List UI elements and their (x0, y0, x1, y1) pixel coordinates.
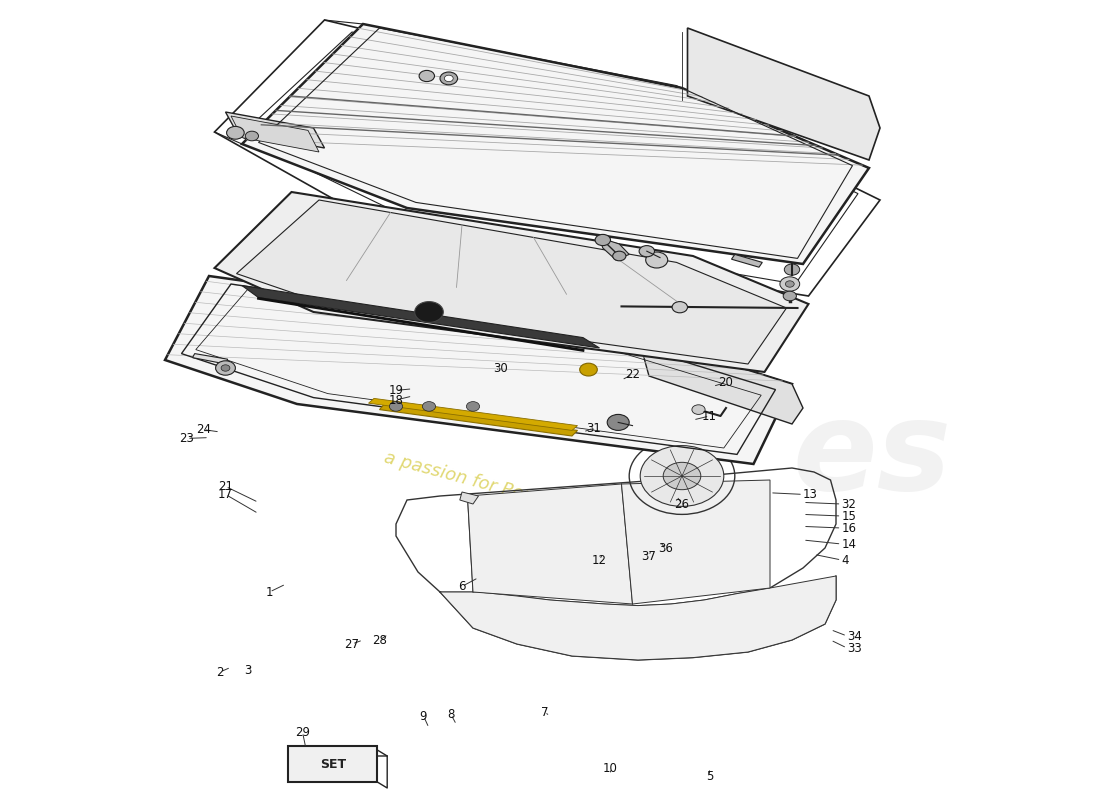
Text: eurob: eurob (242, 299, 652, 421)
Text: 3: 3 (244, 664, 251, 677)
Text: 19: 19 (388, 384, 404, 397)
Text: 7: 7 (541, 706, 548, 718)
Circle shape (646, 252, 668, 268)
FancyBboxPatch shape (288, 746, 377, 782)
Text: 34: 34 (847, 630, 862, 642)
Text: 10: 10 (603, 762, 618, 774)
Circle shape (640, 446, 724, 506)
Circle shape (783, 291, 796, 301)
Circle shape (419, 70, 435, 82)
Polygon shape (732, 254, 762, 267)
Circle shape (607, 414, 629, 430)
Circle shape (415, 302, 443, 322)
Text: 8: 8 (448, 708, 454, 721)
Text: 36: 36 (658, 542, 673, 554)
Circle shape (245, 131, 258, 141)
Text: 13: 13 (803, 488, 818, 501)
Text: 16: 16 (842, 522, 857, 534)
Circle shape (672, 302, 688, 313)
Polygon shape (226, 112, 324, 148)
Circle shape (221, 365, 230, 371)
Polygon shape (236, 200, 786, 364)
Text: 1: 1 (266, 586, 273, 598)
Circle shape (692, 405, 705, 414)
Text: 27: 27 (344, 638, 360, 650)
Circle shape (440, 72, 458, 85)
Polygon shape (460, 492, 478, 504)
Circle shape (216, 361, 235, 375)
Polygon shape (165, 276, 792, 464)
Text: 30: 30 (493, 362, 508, 374)
Polygon shape (242, 286, 600, 348)
Text: 31: 31 (586, 422, 602, 434)
Polygon shape (638, 336, 803, 424)
Circle shape (580, 363, 597, 376)
Text: 11: 11 (702, 410, 717, 422)
Circle shape (227, 126, 244, 139)
Polygon shape (468, 484, 632, 604)
Polygon shape (440, 576, 836, 660)
Text: 18: 18 (388, 394, 404, 406)
Text: es: es (792, 395, 952, 517)
Polygon shape (621, 480, 770, 604)
Text: 29: 29 (295, 726, 310, 738)
Circle shape (444, 75, 453, 82)
Polygon shape (600, 238, 629, 260)
Polygon shape (231, 116, 319, 152)
Text: 12: 12 (592, 554, 607, 566)
Text: 4: 4 (842, 554, 849, 566)
Circle shape (780, 277, 800, 291)
Text: 6: 6 (459, 580, 465, 593)
Circle shape (663, 462, 701, 490)
Text: 5: 5 (706, 770, 713, 782)
Text: 9: 9 (420, 710, 427, 722)
Text: 26: 26 (674, 498, 690, 510)
Text: 17: 17 (218, 488, 233, 501)
Text: 20: 20 (718, 376, 734, 389)
Polygon shape (379, 403, 578, 436)
Circle shape (422, 402, 436, 411)
Text: 2: 2 (217, 666, 223, 678)
Text: 21: 21 (218, 480, 233, 493)
Circle shape (785, 281, 794, 287)
Text: 37: 37 (641, 550, 657, 562)
Text: 32: 32 (842, 498, 857, 510)
Text: 33: 33 (847, 642, 861, 654)
Polygon shape (214, 192, 808, 372)
Circle shape (639, 246, 654, 257)
Circle shape (466, 402, 480, 411)
Text: 14: 14 (842, 538, 857, 550)
Polygon shape (368, 398, 578, 430)
Circle shape (595, 234, 610, 246)
Circle shape (784, 264, 800, 275)
Polygon shape (242, 24, 869, 264)
Text: SET: SET (320, 758, 345, 770)
Text: a passion for Porsche since 1985: a passion for Porsche since 1985 (383, 449, 673, 543)
Polygon shape (192, 354, 228, 364)
Text: 24: 24 (196, 423, 211, 436)
Text: 22: 22 (625, 368, 640, 381)
Text: 23: 23 (179, 432, 195, 445)
Text: 28: 28 (372, 634, 387, 646)
Circle shape (389, 402, 403, 411)
Circle shape (613, 251, 626, 261)
Text: 15: 15 (842, 510, 857, 522)
Polygon shape (688, 28, 880, 160)
